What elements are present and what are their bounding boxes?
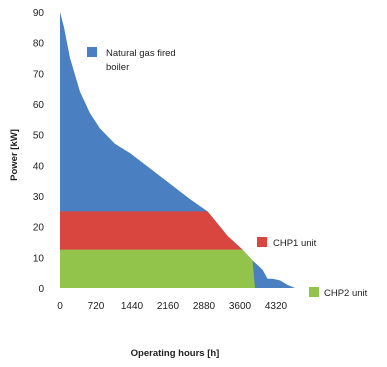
legend-swatch	[309, 287, 319, 297]
chp2-unit-area	[60, 249, 258, 288]
legend-label: CHP1 unit	[273, 238, 317, 249]
x-axis-title: Operating hours [h]	[131, 348, 220, 359]
chart-areas	[60, 12, 295, 288]
legend-swatch	[257, 237, 267, 247]
legend-label: boiler	[106, 62, 129, 73]
legend-item-chp1-unit: CHP1 unit	[257, 237, 317, 249]
x-tick-label: 4320	[265, 301, 288, 312]
x-tick-label: 2880	[193, 301, 216, 312]
legend-swatch	[87, 47, 97, 57]
legend-label: Natural gas fired	[106, 48, 176, 59]
y-tick-label: 50	[33, 131, 45, 142]
y-tick-label: 10	[33, 253, 45, 264]
legend-item-chp2-unit: CHP2 unit	[309, 287, 368, 299]
legend: Natural gas fired boiler CHP1 unit CHP2 uni…	[87, 47, 368, 299]
x-tick-label: 3600	[229, 301, 252, 312]
y-tick-label: 30	[33, 192, 45, 203]
y-axis-ticks: 0 10 20 30 40 50 60 70 80 90	[33, 8, 45, 295]
x-tick-label: 720	[88, 301, 105, 312]
y-tick-label: 80	[33, 39, 45, 50]
y-tick-label: 60	[33, 100, 45, 111]
legend-label: CHP2 unit	[324, 288, 368, 299]
x-axis-ticks: 0 720 1440 2160 2880 3600 4320	[57, 301, 287, 312]
y-tick-label: 90	[33, 8, 45, 19]
x-tick-label: 0	[57, 301, 63, 312]
legend-item-natural-gas-fired-boiler: Natural gas fired boiler	[87, 47, 176, 73]
y-tick-label: 20	[33, 223, 45, 234]
x-tick-label: 2160	[157, 301, 180, 312]
y-tick-label: 0	[38, 284, 44, 295]
y-tick-label: 40	[33, 161, 45, 172]
y-axis-title: Power [kW]	[9, 129, 20, 181]
y-tick-label: 70	[33, 69, 45, 80]
x-tick-label: 1440	[121, 301, 144, 312]
